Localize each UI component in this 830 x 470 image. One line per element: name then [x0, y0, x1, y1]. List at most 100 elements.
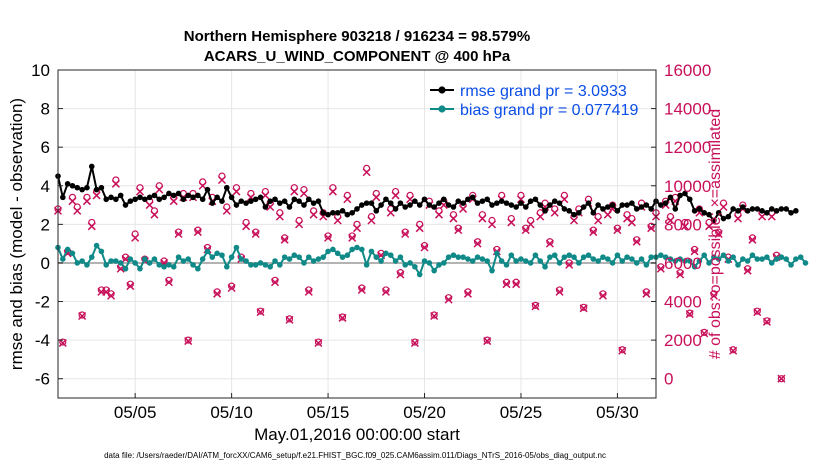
obs-assimilated-stroke	[536, 212, 545, 221]
rmse-point	[199, 196, 206, 203]
obs-possible-point	[753, 307, 761, 315]
obs-assimilated-point	[676, 270, 685, 279]
bias-point	[161, 264, 167, 270]
right-tick-label: 4000	[664, 293, 702, 312]
bias-point	[156, 262, 163, 268]
obs-assimilated-stroke	[381, 287, 390, 296]
rmse-point	[773, 208, 780, 214]
bias-point	[532, 252, 539, 259]
obs-assimilated-stroke	[270, 278, 280, 287]
chart-title-line2: ACARS_U_WIND_COMPONENT @ 400 hPa	[204, 48, 511, 65]
obs-assimilated-point	[565, 260, 574, 269]
bias-point	[590, 256, 597, 262]
rmse-point	[407, 202, 413, 208]
obs-assimilated-point	[733, 214, 743, 223]
obs-assimilated-point	[145, 201, 154, 210]
rmse-point	[195, 192, 201, 199]
rmse-point	[248, 198, 254, 204]
rmse-point	[185, 192, 192, 199]
right-tick-label: 10000	[664, 177, 711, 196]
bias-point	[137, 265, 143, 272]
obs-assimilated-point	[410, 338, 419, 348]
rmse-point	[595, 202, 601, 208]
rmse-point	[64, 181, 71, 187]
obs-possible-point	[271, 276, 279, 284]
obs-assimilated-point	[618, 346, 627, 355]
rmse-point	[474, 200, 481, 206]
obs-possible-point	[676, 268, 684, 277]
rmse-point	[204, 186, 211, 193]
rmse-point	[156, 196, 163, 203]
obs-assimilated-point	[222, 206, 231, 215]
obs-possible-point	[382, 286, 390, 294]
obs-assimilated-point	[598, 291, 607, 300]
obs-assimilated-point	[502, 280, 511, 289]
obs-assimilated-point	[324, 233, 333, 242]
rmse-point	[682, 190, 688, 197]
obs-assimilated-point	[680, 222, 689, 231]
obs-assimilated-point	[401, 229, 410, 239]
bias-point	[368, 248, 375, 255]
obs-possible-point	[338, 313, 347, 321]
right-tick-label: 14000	[664, 100, 711, 119]
bias-point	[383, 250, 389, 257]
obs-possible-point	[546, 238, 554, 246]
obs-assimilated-point	[217, 175, 226, 185]
rmse-point	[325, 211, 331, 218]
obs-assimilated-point	[92, 191, 101, 200]
right-tick-label: 16000	[664, 61, 711, 80]
y-axis-label-right: # of obs: o=possible; ×=assimilated	[707, 109, 724, 359]
bias-point	[595, 258, 601, 264]
bias-point	[450, 252, 457, 259]
bias-point	[701, 252, 708, 259]
obs-possible-point	[358, 284, 366, 292]
obs-assimilated-point	[478, 214, 487, 223]
obs-assimilated-point	[135, 187, 145, 196]
obs-assimilated-stroke	[685, 310, 694, 319]
rmse-point	[759, 208, 765, 214]
rmse-point	[604, 204, 611, 210]
rmse-point	[638, 204, 645, 210]
obs-possible-point	[613, 224, 622, 232]
obs-possible-point	[314, 338, 323, 346]
obs-assimilated-point	[415, 224, 424, 233]
bias-point	[585, 252, 592, 259]
obs-assimilated-stroke	[295, 220, 304, 229]
obs-assimilated-stroke	[285, 315, 294, 324]
left-tick-label: 8	[41, 100, 50, 119]
obs-possible-point	[396, 268, 405, 277]
right-tick-label: 6000	[664, 254, 702, 273]
bias-point	[561, 254, 568, 260]
obs-assimilated-point	[242, 222, 251, 231]
obs-assimilated-point	[343, 195, 352, 204]
obs-assimilated-stroke	[420, 243, 429, 252]
rmse-point	[301, 202, 307, 208]
y-axis-label-left: rmse and bias (model - observation)	[7, 98, 26, 370]
obs-assimilated-point	[352, 224, 362, 233]
rmse-point	[609, 202, 616, 208]
rmse-point	[238, 198, 245, 204]
left-tick-label: 0	[41, 254, 50, 273]
rmse-point	[190, 194, 196, 201]
obs-assimilated-stroke	[666, 216, 675, 225]
left-tick-label: 2	[41, 215, 50, 234]
bias-point	[310, 258, 317, 264]
bias-point	[267, 264, 273, 270]
bias-point	[604, 256, 611, 262]
rmse-point	[585, 200, 592, 206]
grid-lines	[58, 69, 656, 398]
rmse-point	[354, 206, 360, 212]
rmse-point	[576, 209, 582, 216]
rmse-point	[522, 204, 529, 210]
obs-possible-point	[348, 232, 356, 240]
obs-assimilated-point	[430, 311, 439, 321]
obs-assimilated-point	[434, 210, 444, 219]
bias-point	[151, 256, 158, 262]
obs-assimilated-stroke	[719, 202, 728, 212]
obs-assimilated-stroke	[430, 311, 439, 321]
bias-point	[677, 256, 683, 262]
bias-point	[566, 252, 572, 259]
bias-point	[547, 254, 553, 260]
bias-point	[513, 258, 519, 264]
bias-point	[527, 260, 534, 266]
